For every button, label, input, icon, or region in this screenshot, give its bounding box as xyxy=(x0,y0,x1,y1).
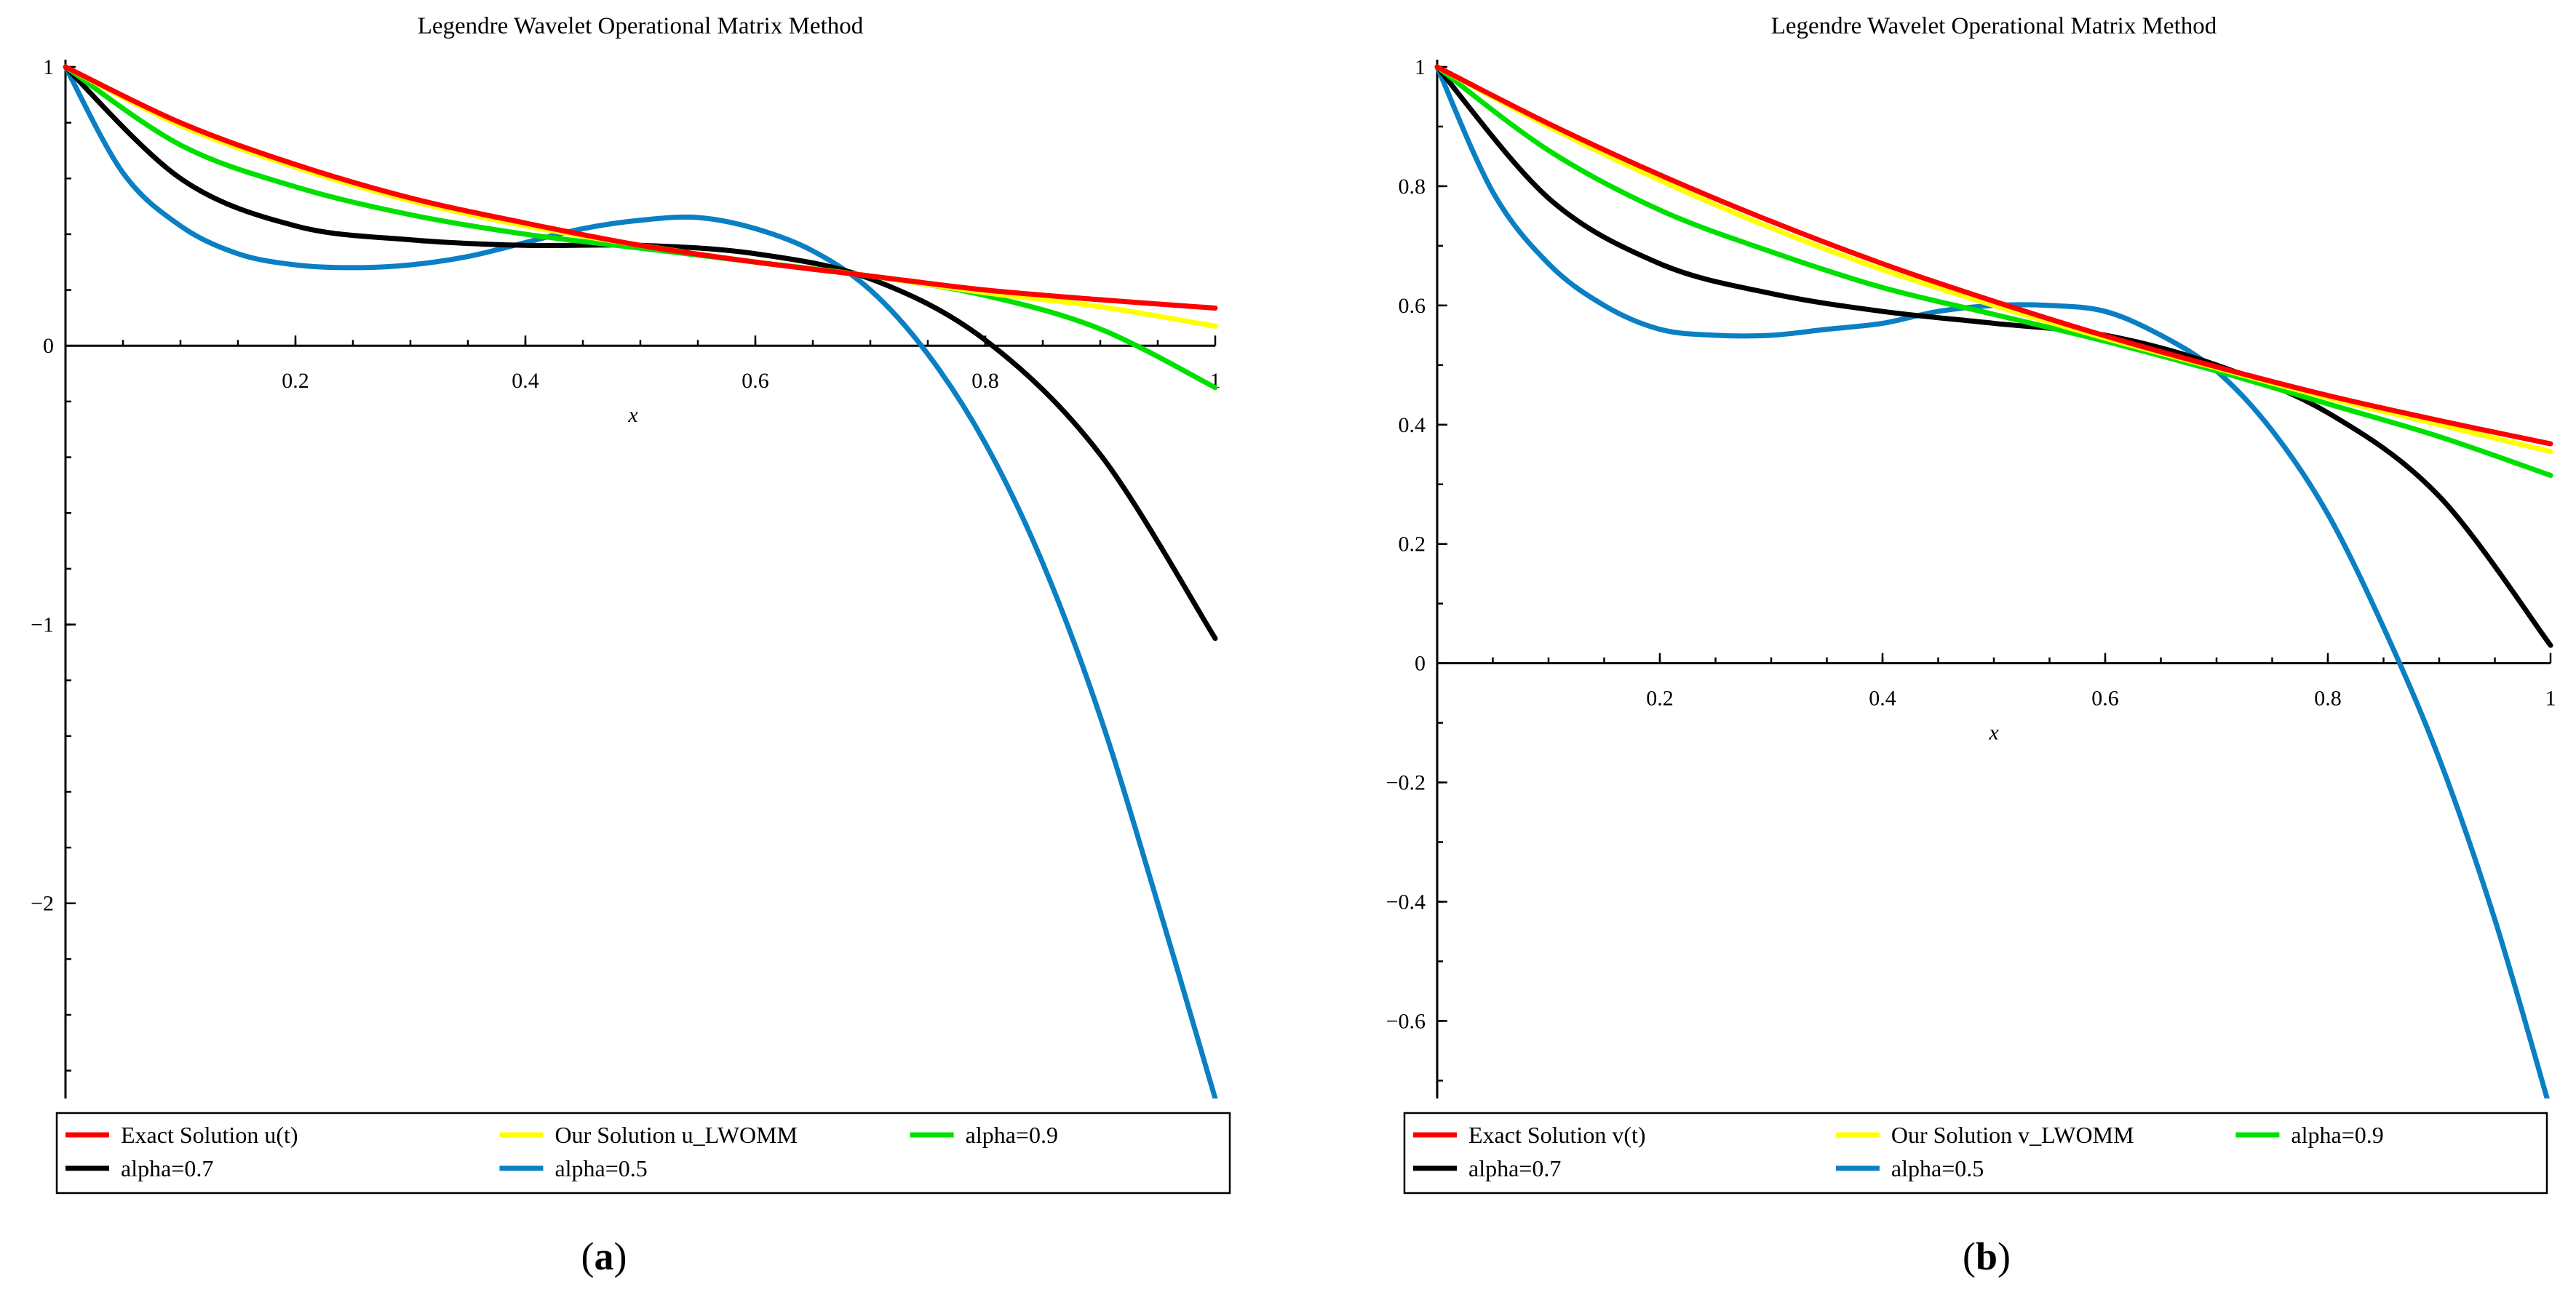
y-tick-label: 0.4 xyxy=(1399,413,1426,437)
chart-panel-b: Legendre Wavelet Operational Matrix Meth… xyxy=(1288,0,2576,1300)
series-line-alpha-0-5 xyxy=(1434,64,2550,1098)
panel-caption: (a) xyxy=(581,1235,627,1278)
series-line-alpha-0-7 xyxy=(1434,64,2553,648)
legend-label: Our Solution u_LWOMM xyxy=(554,1122,798,1148)
series-line-our-solution-v-lwomm xyxy=(1434,64,2553,455)
x-tick-label: 0.2 xyxy=(282,369,309,393)
legend-label: alpha=0.5 xyxy=(1891,1155,1984,1181)
y-tick-label: −2 xyxy=(31,892,54,916)
legend-label: Exact Solution v(t) xyxy=(1468,1122,1646,1148)
legend-label: alpha=0.5 xyxy=(554,1155,647,1181)
chart-a-svg: Legendre Wavelet Operational Matrix Meth… xyxy=(31,13,1231,1278)
series-group xyxy=(63,64,1218,1098)
x-tick-label: 0.2 xyxy=(1646,687,1674,711)
x-tick-label: 0.6 xyxy=(742,369,769,393)
x-tick-label: 0.6 xyxy=(2091,687,2119,711)
series-line-exact-solution-v-t- xyxy=(1434,64,2553,447)
x-tick-label: 0.4 xyxy=(512,369,539,393)
series-line-alpha-0-9 xyxy=(63,64,1218,391)
y-tick-label: −1 xyxy=(31,613,54,637)
chart-b-svg: Legendre Wavelet Operational Matrix Meth… xyxy=(1386,13,2556,1278)
y-tick-label: 0.8 xyxy=(1399,175,1426,199)
series-line-alpha-0-9 xyxy=(1434,64,2553,478)
legend-label: alpha=0.7 xyxy=(121,1155,213,1181)
x-tick-label: 0.4 xyxy=(1869,687,1896,711)
y-tick-label: −0.4 xyxy=(1386,890,1426,914)
legend-label: alpha=0.7 xyxy=(1468,1155,1561,1181)
y-tick-label: 1 xyxy=(1415,55,1426,79)
y-tick-label: −0.2 xyxy=(1386,771,1426,795)
y-tick-label: 0 xyxy=(43,334,54,358)
chart-title: Legendre Wavelet Operational Matrix Meth… xyxy=(418,13,864,39)
legend-label: alpha=0.9 xyxy=(2291,1122,2383,1148)
x-axis-title: x xyxy=(627,403,638,427)
legend-label: alpha=0.9 xyxy=(966,1122,1058,1148)
panel-caption: (b) xyxy=(1963,1235,2011,1278)
y-tick-label: 1 xyxy=(43,55,54,79)
y-tick-label: −0.6 xyxy=(1386,1009,1426,1033)
series-line-alpha-0-7 xyxy=(63,64,1218,642)
x-axis-title: x xyxy=(1988,721,1999,745)
x-tick-label: 0.8 xyxy=(971,369,999,393)
legend-label: Our Solution v_LWOMM xyxy=(1891,1122,2134,1148)
series-line-exact-solution-u-t- xyxy=(63,64,1218,311)
legend xyxy=(55,1112,1231,1195)
x-tick-label: 1 xyxy=(2545,687,2556,711)
series-line-our-solution-u-lwomm xyxy=(63,64,1218,329)
y-tick-label: 0.6 xyxy=(1399,294,1426,318)
y-tick-label: 0.2 xyxy=(1399,533,1426,557)
y-tick-label: 0 xyxy=(1415,652,1426,676)
legend xyxy=(1403,1112,2548,1195)
chart-panel-a: Legendre Wavelet Operational Matrix Meth… xyxy=(31,13,1231,1278)
chart-title: Legendre Wavelet Operational Matrix Meth… xyxy=(1771,13,2217,39)
series-group xyxy=(1434,64,2553,1098)
x-tick-label: 0.8 xyxy=(2314,687,2342,711)
legend-label: Exact Solution u(t) xyxy=(121,1122,298,1148)
series-line-alpha-0-5 xyxy=(63,64,1218,1098)
